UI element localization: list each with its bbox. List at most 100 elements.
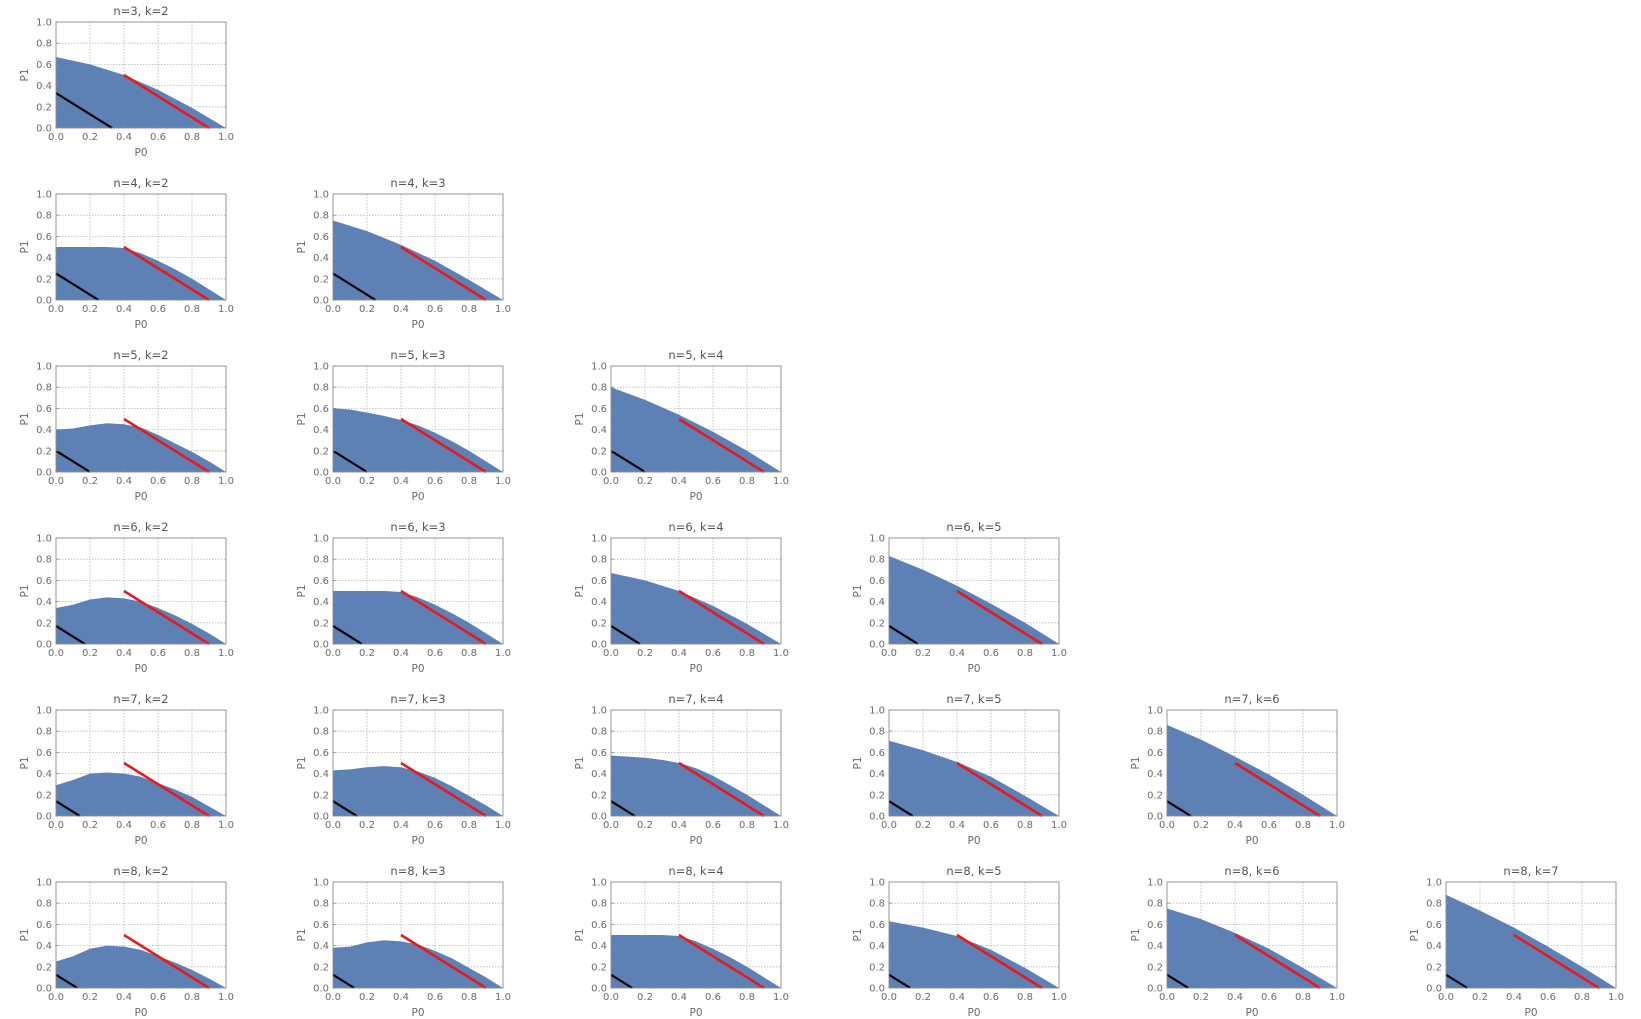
region-area	[56, 945, 226, 988]
y-tick-label: 0.2	[591, 790, 607, 801]
y-tick-label: 0.2	[36, 618, 52, 629]
chart-panel: 0.0 0.2 0.4 0.6 0.8 1.0 0.0 0.2 0.4 0.6 0.8 1.0 n=5,…	[574, 348, 789, 503]
region-area	[1167, 724, 1337, 816]
black-line	[332, 449, 368, 473]
y-tick-label: 0.2	[36, 446, 52, 457]
chart-panel: 0.0 0.2 0.4 0.6 0.8 1.0 0.0 0.2 0.4 0.6 0.8 1.0 n=5,…	[296, 348, 511, 503]
x-tick-label: 0.6	[983, 820, 999, 831]
x-tick-label: 0.0	[603, 820, 619, 831]
y-tick-label: 0.4	[313, 425, 329, 436]
y-axis-label: P1	[852, 756, 864, 769]
black-line	[55, 272, 100, 301]
black-line	[888, 973, 911, 989]
chart-panel: 0.0 0.2 0.4 0.6 0.8 1.0 0.0 0.2 0.4 0.6 0.8 1.0 n=8,…	[1130, 864, 1345, 1019]
chart-panel: 0.0 0.2 0.4 0.6 0.8 1.0 0.0 0.2 0.4 0.6 0.8 1.0 n=6,…	[296, 520, 511, 675]
region-area	[889, 556, 1059, 644]
y-tick-label: 0.0	[36, 296, 52, 307]
x-tick-label: 0.6	[150, 304, 166, 315]
x-tick-label: 0.2	[82, 304, 98, 315]
x-tick-label: 1.0	[1329, 992, 1345, 1003]
x-tick-label: 1.0	[495, 648, 511, 659]
x-tick-label: 0.2	[359, 820, 375, 831]
x-axis-label: P0	[689, 491, 702, 503]
y-tick-label: 0.2	[313, 618, 329, 629]
plot-frame	[888, 709, 1060, 817]
black-line	[55, 973, 78, 989]
x-axis-label: P0	[134, 835, 147, 847]
y-tick-label: 0.4	[313, 769, 329, 780]
plot-frame	[55, 881, 227, 989]
plot-frame	[1445, 881, 1617, 989]
y-tick-label: 0.8	[313, 727, 329, 738]
y-tick-label: 1.0	[591, 534, 607, 545]
chart-panel: 0.0 0.2 0.4 0.6 0.8 1.0 0.0 0.2 0.4 0.6 0.8 1.0 n=6,…	[852, 520, 1067, 675]
y-axis-label: P1	[296, 756, 308, 769]
y-tick-label: 0.0	[36, 124, 52, 135]
plot-frame	[1166, 709, 1338, 817]
x-axis-label: P0	[967, 663, 980, 675]
x-axis-label: P0	[134, 319, 147, 331]
x-tick-label: 0.4	[1227, 992, 1243, 1003]
x-tick-label: 0.4	[116, 648, 132, 659]
y-tick-label: 0.0	[591, 984, 607, 995]
y-tick-label: 0.8	[36, 899, 52, 910]
x-tick-label: 0.4	[671, 476, 687, 487]
x-tick-label: 0.4	[393, 304, 409, 315]
y-tick-label: 0.6	[1147, 748, 1163, 759]
y-tick-label: 0.4	[591, 597, 607, 608]
red-line	[678, 933, 765, 990]
x-tick-label: 0.8	[184, 992, 200, 1003]
red-line	[400, 761, 487, 818]
x-tick-label: 0.6	[1540, 992, 1556, 1003]
chart-title: n=8, k=2	[113, 864, 168, 878]
x-tick-label: 1.0	[218, 132, 234, 143]
region-area	[333, 408, 503, 472]
x-tick-label: 0.8	[184, 820, 200, 831]
x-tick-label: 0.2	[82, 648, 98, 659]
x-tick-label: 0.6	[705, 648, 721, 659]
y-tick-label: 0.8	[36, 727, 52, 738]
plot-frame	[332, 709, 504, 817]
x-tick-label: 0.4	[671, 992, 687, 1003]
x-axis-label: P0	[689, 835, 702, 847]
x-tick-label: 0.4	[116, 820, 132, 831]
y-tick-label: 0.2	[313, 962, 329, 973]
chart-panel: 0.0 0.2 0.4 0.6 0.8 1.0 0.0 0.2 0.4 0.6 0.8 1.0 n=4,…	[19, 176, 234, 331]
y-tick-label: 0.6	[1426, 920, 1442, 931]
y-tick-label: 1.0	[1426, 878, 1442, 889]
y-tick-label: 0.6	[36, 576, 52, 587]
chart-title: n=7, k=6	[1224, 692, 1279, 706]
y-tick-label: 0.4	[313, 597, 329, 608]
y-tick-label: 0.2	[591, 962, 607, 973]
red-line	[678, 761, 765, 818]
x-tick-label: 0.0	[1159, 992, 1175, 1003]
black-line	[332, 800, 358, 817]
x-tick-label: 0.6	[427, 992, 443, 1003]
y-tick-label: 0.4	[869, 941, 885, 952]
x-tick-label: 0.8	[739, 648, 755, 659]
x-tick-label: 0.6	[427, 648, 443, 659]
x-tick-label: 0.0	[48, 992, 64, 1003]
chart-panel: 0.0 0.2 0.4 0.6 0.8 1.0 0.0 0.2 0.4 0.6 0.8 1.0 n=6,…	[19, 520, 234, 675]
chart-title: n=4, k=3	[390, 176, 445, 190]
chart-title: n=7, k=3	[390, 692, 445, 706]
black-line	[332, 272, 377, 301]
chart-title: n=8, k=6	[1224, 864, 1279, 878]
y-tick-label: 1.0	[313, 362, 329, 373]
y-tick-label: 0.4	[36, 769, 52, 780]
x-tick-label: 0.0	[881, 820, 897, 831]
x-tick-label: 0.0	[1438, 992, 1454, 1003]
x-tick-label: 0.6	[150, 992, 166, 1003]
x-tick-label: 0.4	[949, 648, 965, 659]
y-tick-label: 0.0	[36, 984, 52, 995]
y-tick-label: 0.8	[313, 211, 329, 222]
black-line	[610, 800, 636, 817]
y-axis-label: P1	[852, 928, 864, 941]
x-tick-label: 0.4	[671, 820, 687, 831]
chart-title: n=7, k=4	[668, 692, 723, 706]
y-tick-label: 0.6	[313, 920, 329, 931]
x-axis-label: P0	[1245, 1007, 1258, 1019]
y-tick-label: 1.0	[869, 878, 885, 889]
x-tick-label: 0.0	[603, 648, 619, 659]
x-tick-label: 0.0	[48, 476, 64, 487]
